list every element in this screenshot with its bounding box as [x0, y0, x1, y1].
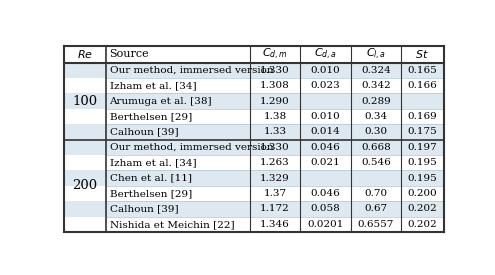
- Text: 1.172: 1.172: [260, 204, 290, 213]
- Bar: [64, 155, 444, 170]
- Text: Izham et al. [34]: Izham et al. [34]: [109, 158, 196, 167]
- Text: 0.046: 0.046: [310, 143, 340, 152]
- Bar: [64, 63, 444, 78]
- Text: 1.290: 1.290: [260, 97, 290, 106]
- Text: 1.330: 1.330: [260, 66, 290, 75]
- Text: Berthelsen [29]: Berthelsen [29]: [109, 189, 192, 198]
- Text: 0.200: 0.200: [407, 189, 437, 198]
- Text: Chen et al. [11]: Chen et al. [11]: [109, 174, 192, 183]
- Text: 0.342: 0.342: [361, 81, 391, 90]
- Text: 0.0201: 0.0201: [307, 220, 344, 229]
- Text: 1.329: 1.329: [260, 174, 290, 183]
- Text: 200: 200: [73, 179, 98, 192]
- Text: 0.30: 0.30: [364, 127, 387, 136]
- Text: 0.324: 0.324: [361, 66, 391, 75]
- Text: Nishida et Meichin [22]: Nishida et Meichin [22]: [109, 220, 234, 229]
- Text: $C_{d,m}$: $C_{d,m}$: [262, 47, 288, 62]
- Text: Source: Source: [109, 49, 149, 59]
- Text: 0.289: 0.289: [361, 97, 391, 106]
- Text: 0.34: 0.34: [364, 112, 387, 121]
- Bar: [64, 186, 444, 201]
- Text: 0.165: 0.165: [407, 66, 437, 75]
- Text: 0.202: 0.202: [407, 204, 437, 213]
- Text: $C_{d,a}$: $C_{d,a}$: [314, 47, 337, 62]
- Text: Izham et al. [34]: Izham et al. [34]: [109, 81, 196, 90]
- Text: 0.058: 0.058: [310, 204, 340, 213]
- Text: 1.38: 1.38: [263, 112, 287, 121]
- Text: 1.263: 1.263: [260, 158, 290, 167]
- Bar: [64, 94, 444, 109]
- Text: $St$: $St$: [415, 48, 429, 60]
- Text: 1.330: 1.330: [260, 143, 290, 152]
- Text: 100: 100: [73, 95, 98, 108]
- Text: 1.37: 1.37: [263, 189, 287, 198]
- Bar: [64, 140, 444, 155]
- Text: 0.546: 0.546: [361, 158, 391, 167]
- Bar: [64, 217, 444, 232]
- Text: 0.014: 0.014: [310, 127, 340, 136]
- Bar: [64, 78, 444, 94]
- Text: Calhoun [39]: Calhoun [39]: [109, 204, 178, 213]
- Bar: [64, 46, 444, 63]
- Text: 0.197: 0.197: [407, 143, 437, 152]
- Text: 0.169: 0.169: [407, 112, 437, 121]
- Text: 1.308: 1.308: [260, 81, 290, 90]
- Text: 0.67: 0.67: [364, 204, 387, 213]
- Text: 0.023: 0.023: [310, 81, 340, 90]
- Text: Berthelsen [29]: Berthelsen [29]: [109, 112, 192, 121]
- Text: 0.010: 0.010: [310, 66, 340, 75]
- Text: 0.166: 0.166: [407, 81, 437, 90]
- Bar: [64, 201, 444, 217]
- Text: 0.175: 0.175: [407, 127, 437, 136]
- Text: 0.195: 0.195: [407, 158, 437, 167]
- Text: 0.6557: 0.6557: [357, 220, 394, 229]
- Text: Arumuga et al. [38]: Arumuga et al. [38]: [109, 97, 212, 106]
- Text: 0.202: 0.202: [407, 220, 437, 229]
- Text: $\mathit{Re}$: $\mathit{Re}$: [77, 48, 93, 60]
- Bar: [64, 124, 444, 140]
- Text: Our method, immersed version: Our method, immersed version: [109, 143, 273, 152]
- Text: 0.046: 0.046: [310, 189, 340, 198]
- Text: 0.70: 0.70: [364, 189, 387, 198]
- Bar: [64, 170, 444, 186]
- Text: 0.668: 0.668: [361, 143, 391, 152]
- Text: 1.33: 1.33: [263, 127, 287, 136]
- Text: Our method, immersed version: Our method, immersed version: [109, 66, 273, 75]
- Text: 0.010: 0.010: [310, 112, 340, 121]
- Text: 0.195: 0.195: [407, 174, 437, 183]
- Text: 0.021: 0.021: [310, 158, 340, 167]
- Text: 1.346: 1.346: [260, 220, 290, 229]
- Text: Calhoun [39]: Calhoun [39]: [109, 127, 178, 136]
- Bar: [64, 109, 444, 124]
- Text: $C_{l,a}$: $C_{l,a}$: [366, 47, 386, 62]
